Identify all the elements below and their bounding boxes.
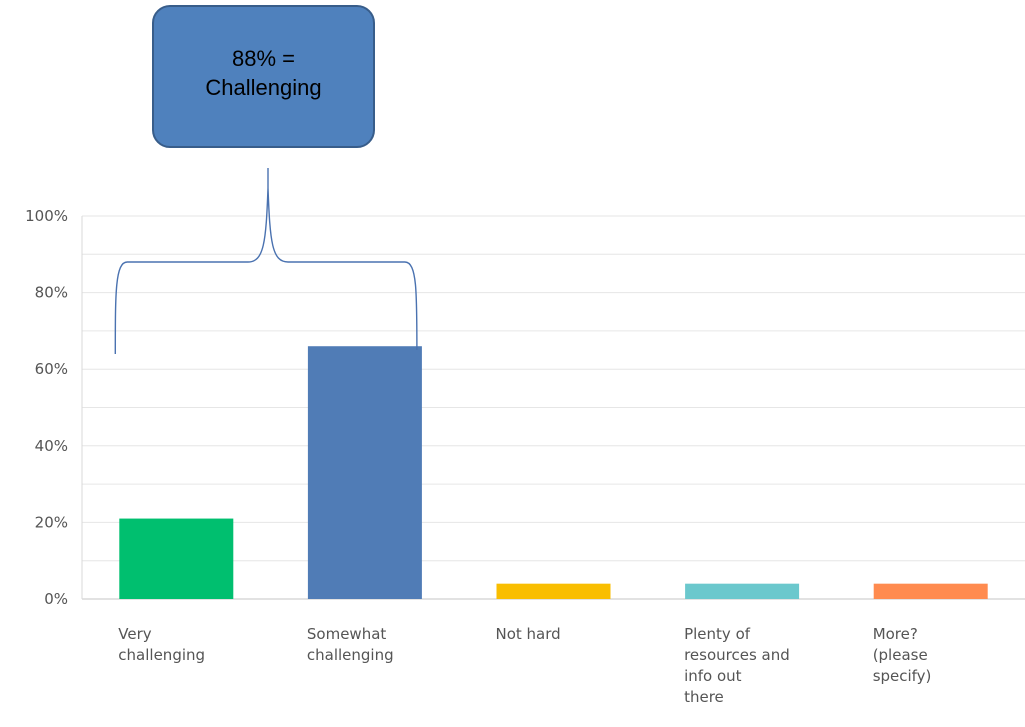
y-tick-label: 60% — [35, 360, 68, 378]
y-axis-ticks: 0% 20% 40% 60% 80% 100% — [25, 207, 68, 608]
bars — [119, 346, 988, 599]
y-tick-label: 80% — [35, 284, 68, 302]
x-category-label-line: More? — [873, 625, 918, 643]
x-category-label-line: there — [684, 688, 724, 706]
x-category-label-line: Plenty of — [684, 625, 751, 643]
bar — [307, 346, 422, 599]
x-category-label-line: challenging — [307, 646, 394, 664]
x-category-label: More? (please specify) — [873, 625, 932, 685]
annotation-callout-box: 88% = Challenging — [152, 5, 375, 148]
x-axis-labels: Very challenging Somewhat challenging Not ha… — [118, 625, 931, 706]
bar — [685, 583, 800, 599]
x-category-label-line: Somewhat — [307, 625, 387, 643]
bracket-annotation — [114, 168, 418, 355]
gridlines — [81, 215, 1025, 600]
y-tick-label: 100% — [25, 207, 68, 225]
y-tick-label: 0% — [44, 590, 68, 608]
x-category-label-line: challenging — [118, 646, 205, 664]
annotation-line-1: 88% = — [232, 46, 295, 71]
y-tick-label: 40% — [35, 437, 68, 455]
x-category-label-line: resources and — [684, 646, 790, 664]
curly-bracket — [114, 168, 418, 355]
x-category-label-line: (please — [873, 646, 928, 664]
x-category-label-line: specify) — [873, 667, 932, 685]
bar — [873, 583, 988, 599]
annotation-line-2: Challenging — [205, 75, 322, 100]
x-category-label-line: Very — [118, 625, 151, 643]
x-category-label-line: info out — [684, 667, 742, 685]
y-tick-label: 20% — [35, 513, 68, 531]
x-category-label: Very challenging — [118, 625, 205, 664]
x-category-label: Plenty of resources and info out there — [684, 625, 790, 706]
bar — [119, 518, 234, 599]
x-category-label: Somewhat challenging — [307, 625, 394, 664]
x-category-label-line: Not hard — [496, 625, 561, 643]
x-category-label: Not hard — [496, 625, 561, 643]
bar — [496, 583, 611, 599]
